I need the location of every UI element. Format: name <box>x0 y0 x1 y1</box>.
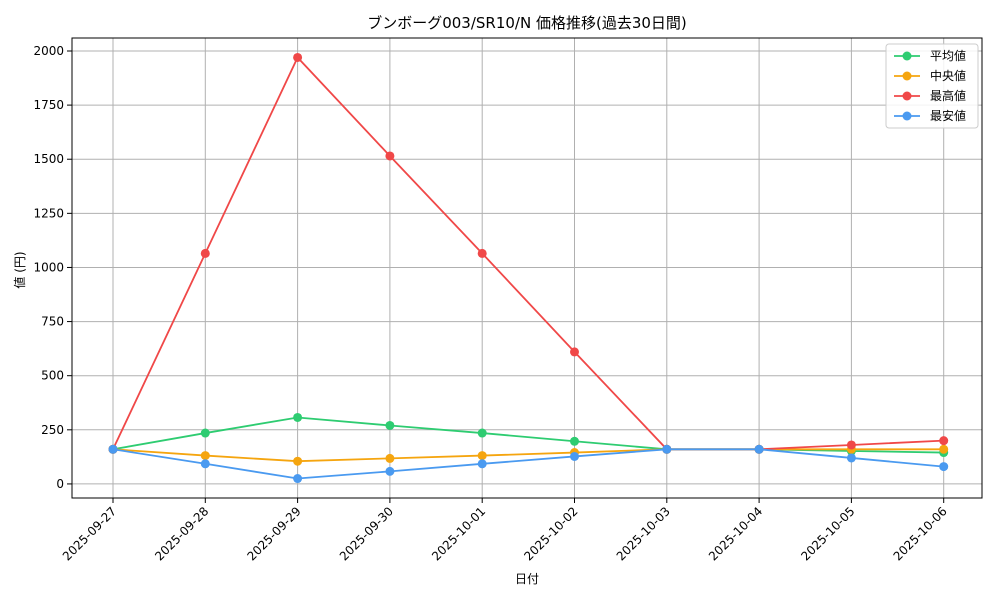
data-point <box>200 428 210 438</box>
grid <box>72 38 982 498</box>
data-point <box>293 456 303 466</box>
data-point <box>754 444 764 454</box>
data-point <box>200 248 210 258</box>
x-tick-label: 2025-10-06 <box>891 504 950 563</box>
legend-label: 平均値 <box>930 48 966 63</box>
y-tick-label: 1500 <box>33 152 64 166</box>
legend-label: 最高値 <box>930 88 966 103</box>
legend-label: 最安値 <box>930 108 966 123</box>
data-point <box>570 451 579 461</box>
data-point <box>662 444 672 454</box>
data-point <box>939 444 949 454</box>
legend-marker <box>902 111 912 121</box>
legend-label: 中央値 <box>930 68 966 83</box>
data-point <box>477 451 487 461</box>
x-tick-label: 2025-10-03 <box>614 504 673 563</box>
legend-marker <box>902 91 912 101</box>
data-point <box>293 474 303 484</box>
x-tick-label: 2025-09-30 <box>337 504 396 563</box>
legend-box <box>885 43 979 129</box>
y-axis-label: 値 (円) <box>12 251 27 288</box>
x-tick-label: 2025-09-27 <box>60 504 119 563</box>
x-tick-label: 2025-10-04 <box>706 504 765 563</box>
data-point <box>385 466 395 476</box>
data-point <box>570 436 579 446</box>
y-tick-label: 0 <box>56 477 64 491</box>
legend-marker <box>902 51 912 61</box>
series <box>108 52 949 454</box>
x-tick-label: 2025-09-29 <box>245 504 304 563</box>
data-point <box>477 428 487 438</box>
data-point <box>477 248 487 258</box>
data-point <box>385 453 395 463</box>
plot-frame <box>71 37 983 499</box>
data-point <box>939 462 949 472</box>
data-point <box>293 412 303 422</box>
legend-marker <box>902 71 912 81</box>
x-tick-label: 2025-10-02 <box>521 504 580 563</box>
y-tick-label: 750 <box>41 315 64 329</box>
series <box>108 444 949 484</box>
data-point <box>108 444 118 454</box>
x-tick-label: 2025-10-05 <box>798 504 857 563</box>
series-layer <box>108 52 949 484</box>
y-tick-label: 250 <box>41 423 64 437</box>
axes: 2025-09-27 2025-09-28 2025-09-29 2025-09-30… <box>33 37 983 563</box>
data-point <box>570 347 579 357</box>
x-tick-label: 2025-10-01 <box>429 504 488 563</box>
data-point <box>846 440 856 450</box>
series <box>108 412 949 458</box>
data-point <box>200 451 210 461</box>
data-point <box>385 151 395 161</box>
chart-title: ブンボーグ003/SR10/N 価格推移(過去30日間) <box>367 14 687 32</box>
data-point <box>477 459 487 469</box>
series-line <box>112 448 944 480</box>
y-tick-label: 1250 <box>33 206 64 220</box>
y-tick-label: 1000 <box>33 260 64 274</box>
data-point <box>385 420 395 430</box>
data-point <box>200 459 210 469</box>
x-axis-label: 日付 <box>515 572 539 586</box>
series-line <box>112 55 944 451</box>
data-point <box>293 52 303 62</box>
x-tick-label: 2025-09-28 <box>152 504 211 563</box>
y-tick-label: 1750 <box>33 98 64 112</box>
data-point <box>939 436 949 446</box>
y-tick-label: 2000 <box>33 44 64 58</box>
data-point <box>846 453 856 463</box>
y-tick-label: 500 <box>41 369 64 383</box>
series-line <box>112 448 944 463</box>
